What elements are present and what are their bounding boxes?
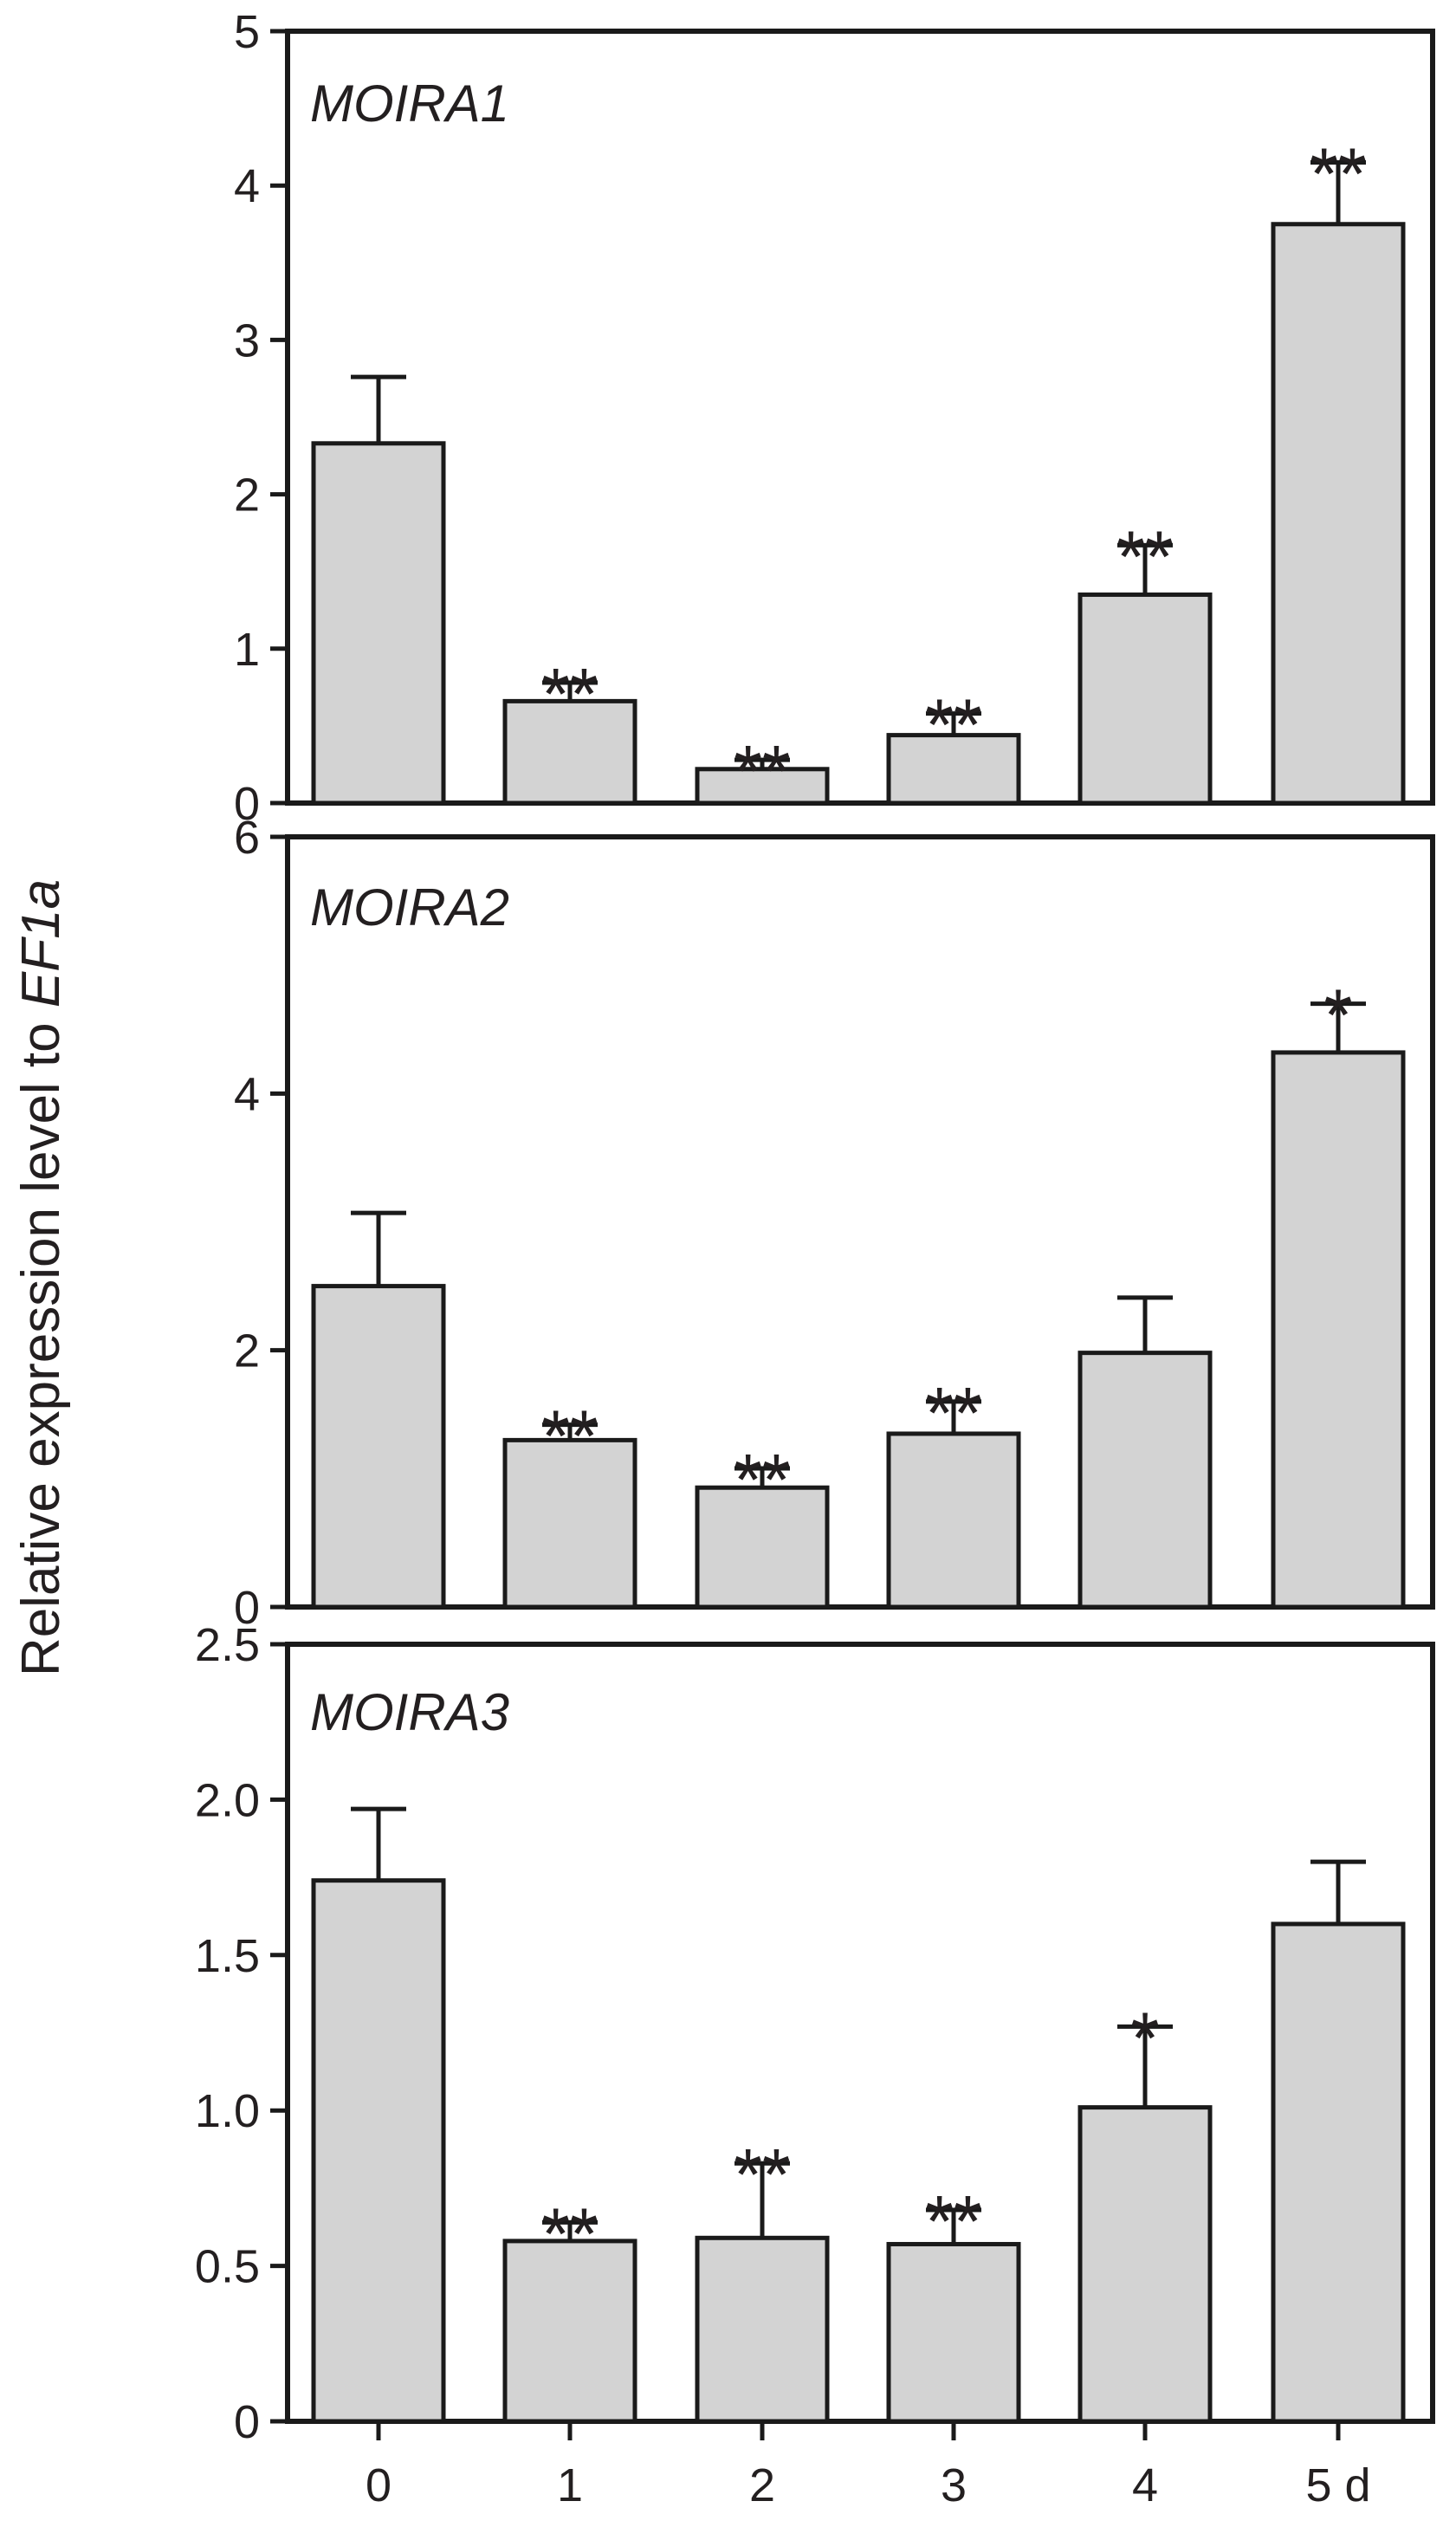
significance-marker: **	[734, 2134, 790, 2215]
bar	[1271, 1050, 1406, 1610]
y-axis-label: Relative expression level to EF1a	[11, 879, 71, 1676]
bar	[311, 1878, 446, 2424]
y-tick-label: 3	[234, 314, 260, 366]
x-tick-label: 5 d	[1305, 2459, 1370, 2511]
bar	[311, 441, 446, 806]
significance-marker: **	[541, 653, 598, 735]
panel-title: MOIRA3	[310, 1683, 509, 1741]
bar	[886, 733, 1021, 806]
y-tick-label: 2	[234, 470, 260, 522]
x-tick-label: 4	[1132, 2459, 1158, 2511]
y-tick-label: 2.0	[195, 1774, 260, 1826]
bar	[886, 1431, 1021, 1610]
bar	[1077, 2105, 1213, 2424]
x-tick-label: 1	[557, 2459, 583, 2511]
bar	[695, 2235, 830, 2424]
y-tick-label: 1.5	[195, 1930, 260, 1982]
y-tick-label: 0	[234, 1582, 260, 1634]
y-tick-label: 0	[234, 778, 260, 830]
panel-frame	[285, 29, 1435, 806]
significance-marker: **	[734, 1439, 790, 1520]
significance-marker: **	[925, 1372, 981, 1454]
significance-marker: **	[925, 2180, 981, 2262]
y-tick-label: 4	[234, 160, 260, 212]
bar	[1271, 222, 1406, 806]
y-tick-label: 5	[234, 6, 260, 58]
x-axis: 0 1 2 3 4 5 d	[366, 2421, 1371, 2511]
significance-marker: *	[1324, 975, 1353, 1056]
x-tick-label: 0	[366, 2459, 392, 2511]
panel-title: MOIRA1	[310, 75, 509, 133]
y-axis-label-gene: EF1a	[11, 879, 71, 1008]
y-axis-label-prefix: Relative expression level to	[11, 1008, 71, 1676]
significance-marker: *	[1131, 1997, 1160, 2078]
y-tick-label: 6	[234, 812, 260, 864]
bar	[1077, 592, 1213, 806]
y-tick-label: 1	[234, 624, 260, 676]
significance-marker: **	[925, 684, 981, 766]
y-tick-label: 0	[234, 2396, 260, 2448]
significance-marker: **	[1310, 133, 1366, 214]
bar	[1077, 1351, 1213, 1610]
bar	[1271, 1921, 1406, 2424]
panel-title: MOIRA2	[310, 878, 509, 936]
significance-marker: **	[541, 1396, 598, 1477]
x-tick-label: 2	[749, 2459, 775, 2511]
panels-group: 012345MOIRA1**********0246MOIRA2*******0…	[195, 6, 1435, 2511]
bar	[502, 698, 637, 806]
y-tick-label: 0.5	[195, 2241, 260, 2293]
x-tick-label: 3	[941, 2459, 967, 2511]
y-tick-label: 1.0	[195, 2085, 260, 2137]
bar	[695, 1485, 830, 1610]
significance-marker: **	[1116, 515, 1173, 597]
y-tick-label: 2.5	[195, 1619, 260, 1671]
bar	[886, 2241, 1021, 2424]
significance-marker: **	[734, 730, 790, 812]
bar	[311, 1284, 446, 1610]
bar	[502, 2239, 637, 2424]
significance-marker: **	[541, 2193, 598, 2274]
panel-frame	[285, 834, 1435, 1610]
panel-1: 0 1 2 3 4 5 MOIRA1 ** ** ** ** **	[234, 6, 1435, 830]
y-tick-label: 2	[234, 1325, 260, 1377]
panel-frame	[285, 1642, 1435, 2424]
y-tick-label: 4	[234, 1068, 260, 1120]
